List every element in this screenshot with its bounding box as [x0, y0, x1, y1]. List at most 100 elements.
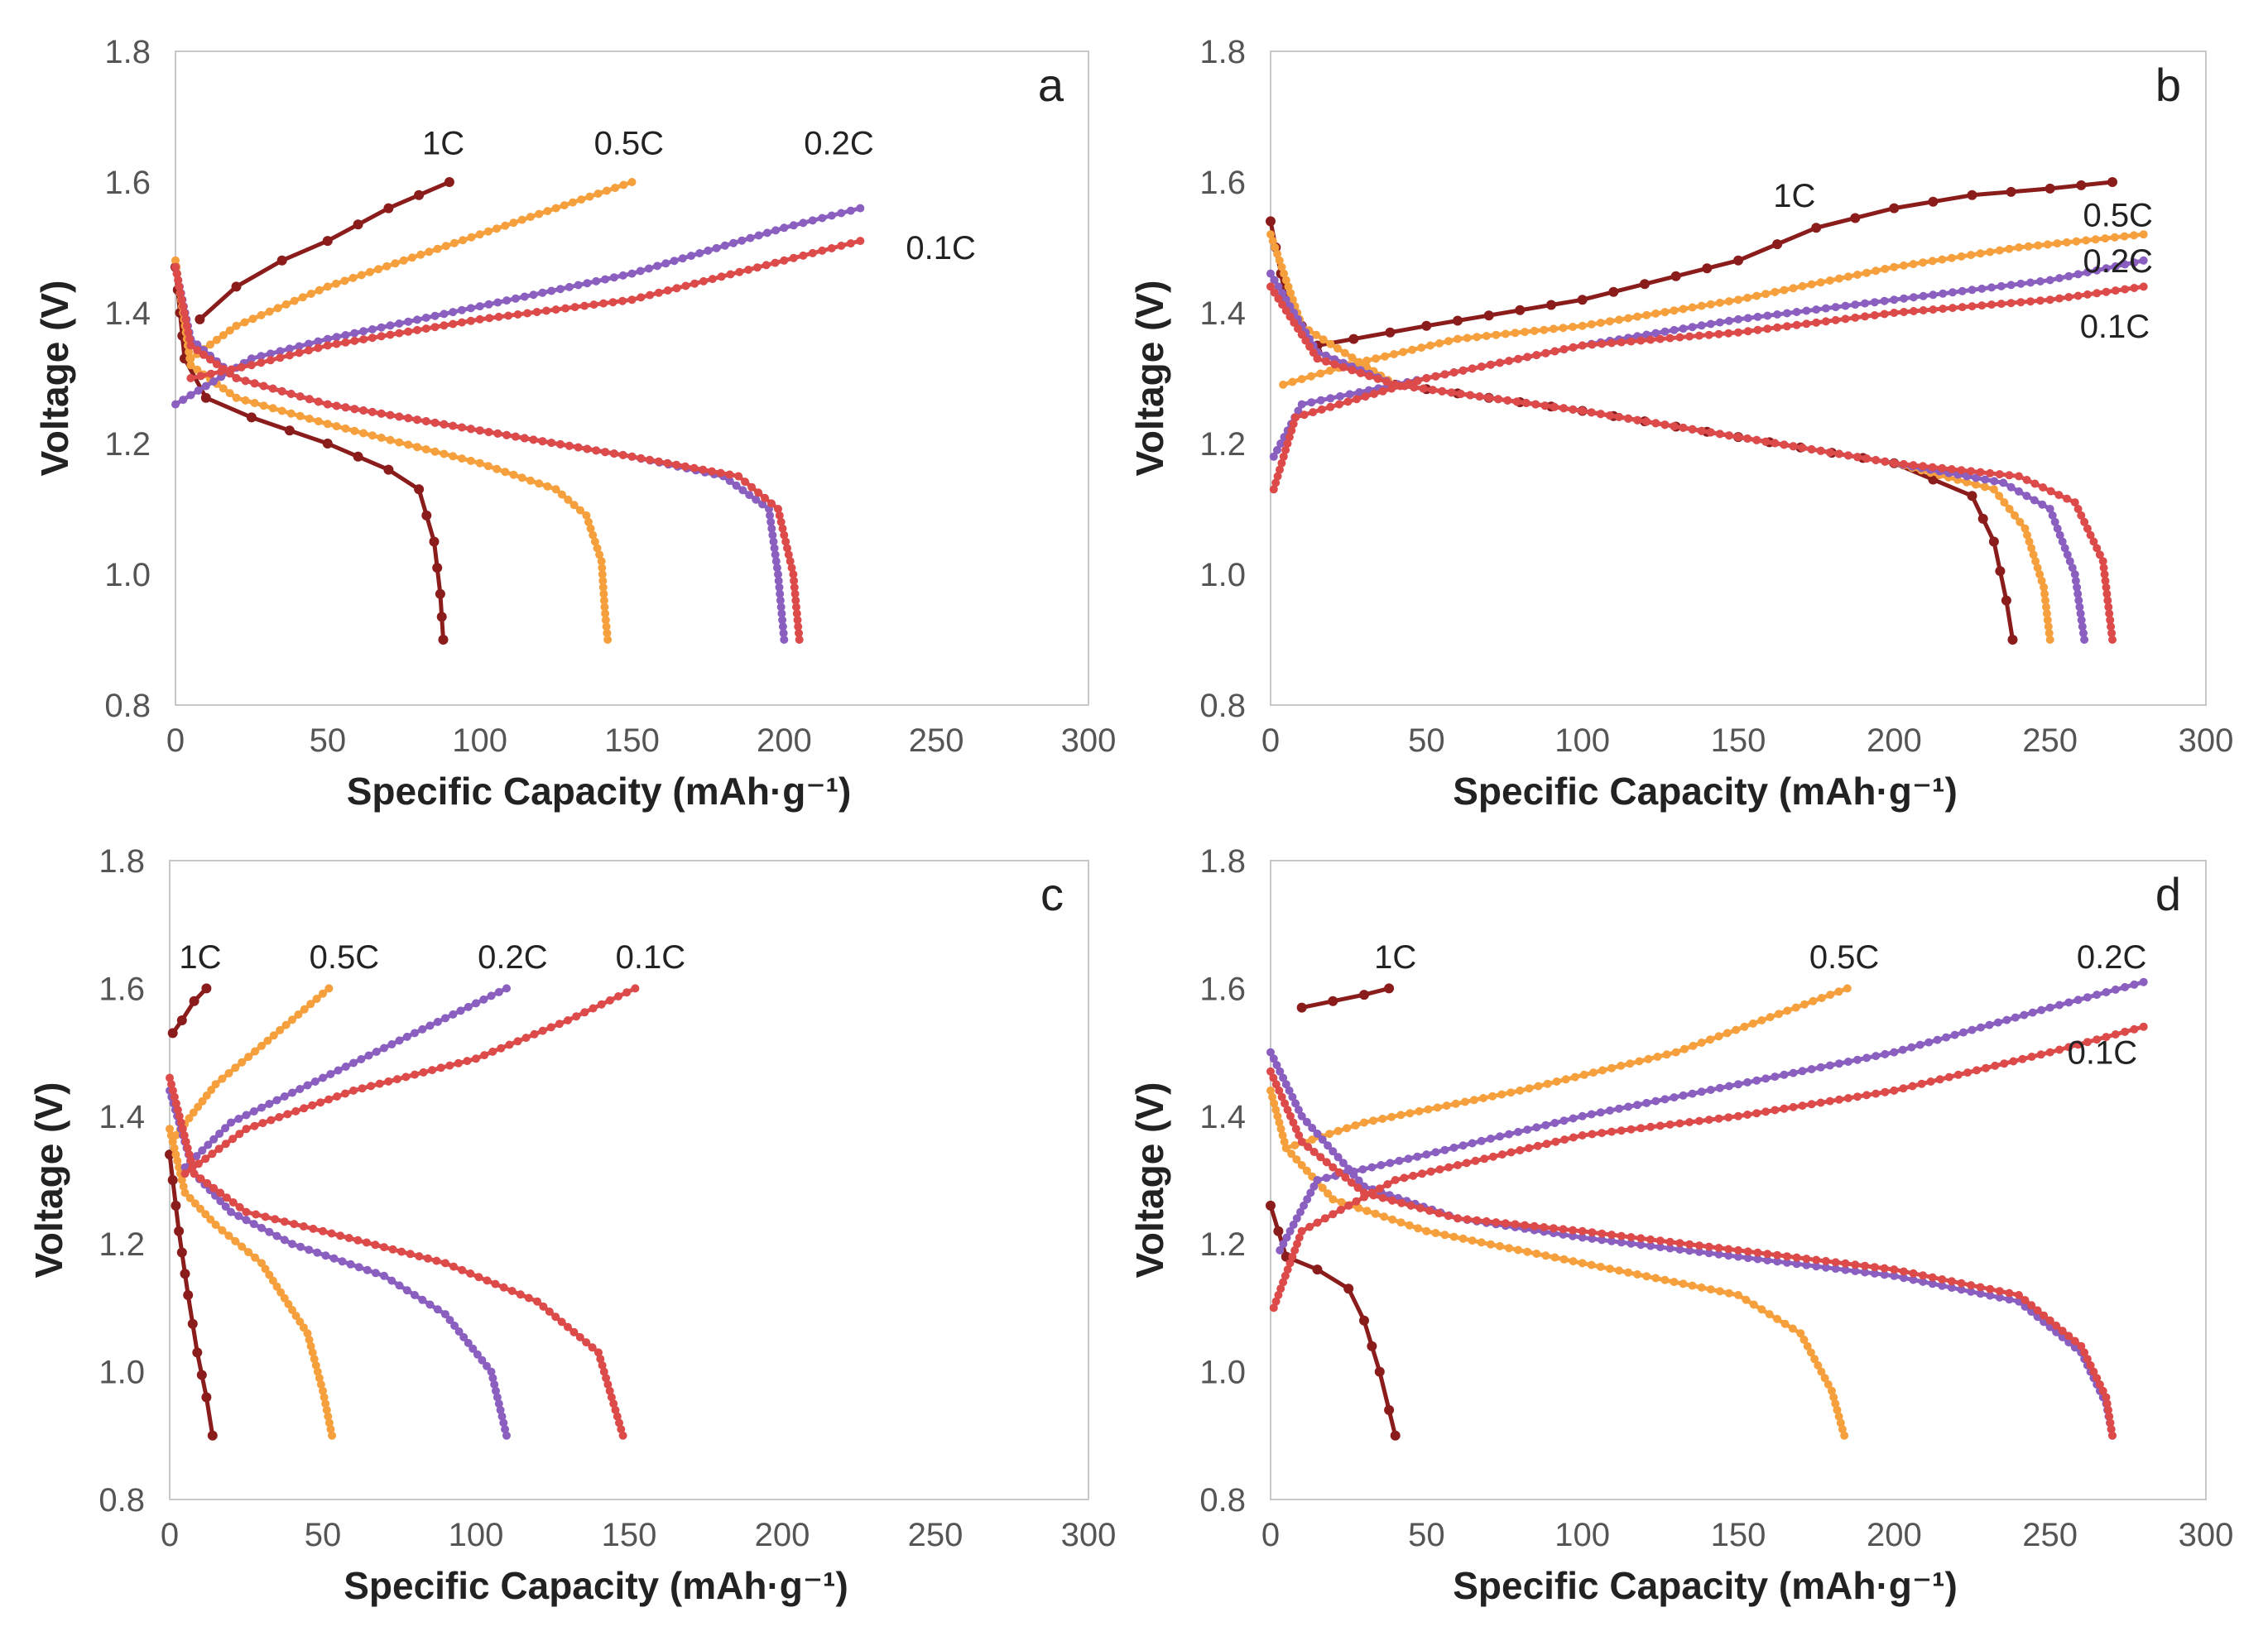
- 0.5C-charge-point: [399, 256, 408, 265]
- 0.5C-charge-point: [577, 195, 586, 204]
- 0.1C-charge-point: [1305, 1222, 1314, 1231]
- 0.5C-discharge-point: [319, 1386, 327, 1395]
- 0.5C-charge-point: [1540, 325, 1549, 334]
- 0.5C-charge-point: [1670, 306, 1679, 315]
- 0.2C-discharge-point: [2075, 602, 2084, 612]
- 0.1C-discharge-point: [1419, 384, 1428, 393]
- 0.1C-charge-point: [637, 293, 646, 302]
- 0.1C-discharge-point: [206, 355, 214, 364]
- 0.2C-charge-point: [2130, 980, 2139, 989]
- 0.5C-discharge-point: [2042, 602, 2050, 612]
- 0.2C-charge-point: [1289, 1221, 1298, 1229]
- 0.1C-charge-point: [1780, 1104, 1789, 1113]
- 0.1C-discharge-point: [2107, 629, 2117, 638]
- 0.5C-discharge-point: [2005, 505, 2014, 513]
- 0.2C-charge-point: [827, 211, 836, 220]
- 0.1C-charge-point: [1685, 1118, 1694, 1126]
- 0.1C-charge-point: [1694, 1116, 1703, 1125]
- 0.1C-discharge-point: [1773, 1250, 1782, 1260]
- 0.5C-charge-point: [1780, 285, 1789, 295]
- 0.1C-discharge-point: [1938, 463, 1947, 473]
- 0.2C-charge-point: [1306, 1188, 1315, 1197]
- 0.1C-charge-point: [1704, 330, 1713, 339]
- 0.5C-discharge-point: [535, 479, 544, 488]
- 0.1C-discharge-point: [314, 397, 323, 406]
- 0.1C-discharge-point: [1286, 1111, 1295, 1120]
- 0.5C-discharge-point: [313, 1367, 322, 1376]
- 0.2C-charge-point: [1929, 290, 1938, 300]
- 1C-charge-line: [198, 180, 450, 321]
- 1C-charge-point: [1296, 1002, 1307, 1013]
- 1C-discharge-point: [1266, 216, 1276, 227]
- 0.1C-charge-point: [1972, 1066, 1981, 1075]
- 0.5C-charge-point: [1789, 284, 1798, 293]
- 0.2C-charge-point: [1413, 1152, 1422, 1161]
- y-axis-title: Voltage (V): [1128, 1082, 1171, 1279]
- 0.2C-charge-point: [171, 400, 180, 409]
- 0.5C-charge-point: [441, 242, 450, 251]
- 0.2C-charge-point: [2073, 270, 2083, 279]
- 0.5C-charge-point: [1381, 352, 1390, 361]
- 0.5C-discharge-point: [1324, 1189, 1333, 1198]
- 0.1C-discharge-point: [171, 262, 180, 271]
- 0.2C-charge-point: [487, 991, 496, 1000]
- 0.1C-discharge-point: [1928, 1273, 1937, 1282]
- 0.5C-charge-point: [1492, 330, 1501, 339]
- x-axis-title: Specific Capacity (mAh·g⁻¹): [347, 770, 852, 813]
- 0.1C-discharge-point: [516, 1290, 525, 1299]
- 0.1C-discharge-point: [569, 1327, 579, 1336]
- 0.5C-charge-point: [1671, 1048, 1680, 1057]
- 0.5C-discharge-point: [2045, 629, 2054, 638]
- 0.5C-charge-point: [1607, 1063, 1617, 1072]
- 0.5C-discharge-point: [2029, 550, 2038, 559]
- 0.5C-discharge-point: [1271, 1106, 1281, 1115]
- 0.1C-discharge-point: [792, 609, 801, 618]
- 0.1C-discharge-point: [2022, 476, 2031, 484]
- 1C-discharge-point: [1967, 491, 1977, 501]
- series-1C: 1C: [1266, 177, 2117, 645]
- 0.1C-charge-point: [341, 338, 350, 347]
- 1C-discharge-point: [1281, 1251, 1291, 1262]
- 0.1C-discharge-point: [2089, 537, 2098, 546]
- 0.1C-discharge-point: [2040, 1311, 2049, 1320]
- 0.5C-discharge-point: [1806, 1348, 1815, 1357]
- 0.5C-charge-point: [1919, 258, 1928, 267]
- y-tick-label: 1.6: [99, 971, 145, 1007]
- 0.1C-charge-point: [1929, 305, 1938, 314]
- 0.2C-discharge-point: [496, 1405, 505, 1414]
- 0.5C-charge-point: [1442, 1101, 1451, 1111]
- 0.1C-discharge-point: [1322, 357, 1330, 366]
- 0.2C-discharge-point: [1281, 1080, 1290, 1089]
- 0.5C-charge-point: [543, 207, 552, 216]
- 0.5C-charge-point: [1644, 1054, 1653, 1063]
- 0.1C-charge-point: [1300, 410, 1309, 420]
- 0.5C-discharge-point: [1270, 1099, 1279, 1108]
- 0.5C-charge-point: [1396, 1111, 1405, 1120]
- 0.5C-charge-point: [1807, 280, 1816, 289]
- 0.2C-charge-point: [319, 1073, 327, 1082]
- 0.1C-discharge-point: [794, 622, 803, 631]
- 1C-charge-point: [1385, 327, 1396, 338]
- 0.5C-discharge-point: [1734, 1291, 1742, 1299]
- 0.2C-charge-point: [837, 209, 846, 218]
- 0.5C-discharge-point: [332, 422, 341, 431]
- 0.5C-discharge-point: [326, 1425, 335, 1434]
- 0.1C-discharge-point: [1322, 1158, 1331, 1167]
- 0.5C-discharge-point: [201, 1210, 210, 1219]
- 0.2C-charge-point: [425, 1021, 435, 1030]
- 0.1C-charge-point: [521, 1034, 531, 1043]
- 0.5C-discharge-point: [1280, 269, 1289, 278]
- 0.2C-discharge-point: [776, 602, 786, 612]
- 0.2C-charge-point: [1987, 283, 1996, 292]
- 0.2C-charge-point: [846, 206, 855, 215]
- 0.1C-charge-point: [283, 1110, 292, 1119]
- 0.1C-charge-point: [258, 1119, 267, 1128]
- 0.1C-charge-point: [555, 1020, 564, 1029]
- 0.1C-discharge-point: [1870, 1263, 1879, 1272]
- 0.1C-charge-point: [780, 256, 789, 265]
- 0.5C-discharge-point: [265, 1270, 274, 1279]
- 0.1C-discharge-point: [1694, 1241, 1703, 1250]
- 1C-charge-point: [2076, 180, 2087, 190]
- 0.1C-discharge-point: [2045, 1316, 2054, 1325]
